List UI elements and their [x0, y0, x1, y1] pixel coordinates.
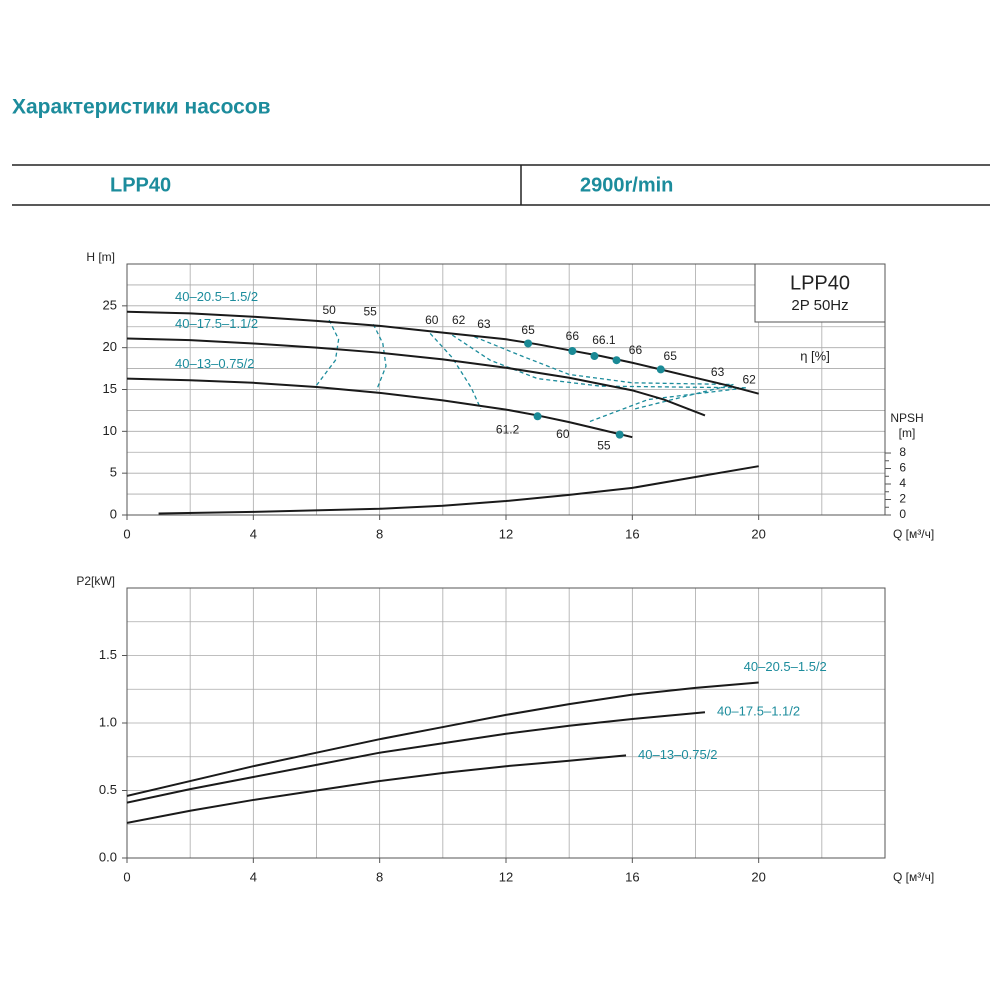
y-tick-label: 0: [110, 506, 117, 521]
efficiency-axis-label: η [%]: [800, 348, 830, 363]
x-axis-label: Q [м³/ч]: [893, 527, 934, 541]
x-tick-label: 8: [376, 526, 383, 541]
x-tick-label: 4: [250, 869, 257, 884]
table-cell: LPP40: [110, 174, 171, 196]
y-tick-label: 0.0: [99, 849, 117, 864]
x-tick-label: 20: [751, 869, 765, 884]
curve: [126, 754, 627, 824]
efficiency-contour: [451, 334, 747, 423]
efficiency-label: 65: [521, 323, 535, 337]
efficiency-label: 62: [743, 372, 757, 386]
efficiency-contour: [372, 323, 387, 391]
x-tick-label: 12: [499, 526, 513, 541]
efficiency-label: 61.2: [496, 423, 520, 437]
curve: [126, 337, 706, 417]
y-tick-label: 5: [110, 465, 117, 480]
x-tick-label: 20: [751, 526, 765, 541]
curve-label: 40–13–0.75/2: [175, 356, 255, 371]
y2-tick-label: 6: [899, 461, 906, 475]
efficiency-point: [524, 339, 533, 348]
efficiency-label: 66.1: [592, 333, 616, 347]
curve: [126, 310, 759, 395]
efficiency-label: 62: [452, 313, 466, 327]
curve-label: 40–20.5–1.5/2: [744, 659, 827, 674]
x-axis-label: Q [м³/ч]: [893, 870, 934, 884]
y-axis-label: H [m]: [86, 250, 115, 264]
y-tick-label: 20: [103, 339, 117, 354]
efficiency-contour: [429, 333, 482, 410]
legend-subtitle: 2P 50Hz: [791, 297, 848, 314]
curve-label: 40–17.5–1.1/2: [175, 316, 258, 331]
curve: [126, 377, 633, 439]
efficiency-contour: [474, 336, 734, 411]
efficiency-label: 60: [556, 427, 570, 441]
x-tick-label: 0: [123, 526, 130, 541]
efficiency-label: 60: [425, 313, 439, 327]
efficiency-label: 55: [597, 439, 611, 453]
x-tick-label: 4: [250, 526, 257, 541]
x-tick-label: 16: [625, 869, 639, 884]
page-title: Характеристики насосов: [12, 96, 271, 119]
y2-axis-label: [m]: [899, 426, 916, 440]
y2-axis-label: NPSH: [890, 411, 923, 425]
curve-label: 40–17.5–1.1/2: [717, 704, 800, 719]
y-tick-label: 1.0: [99, 714, 117, 729]
legend-title: LPP40: [790, 272, 850, 294]
efficiency-point: [590, 352, 599, 361]
efficiency-label: 66: [629, 343, 643, 357]
efficiency-point: [568, 347, 577, 356]
efficiency-label: 65: [664, 349, 678, 363]
curve: [126, 681, 759, 797]
efficiency-point: [656, 365, 665, 374]
x-tick-label: 0: [123, 869, 130, 884]
efficiency-point: [533, 412, 542, 421]
efficiency-label: 55: [364, 305, 378, 319]
curve: [158, 465, 759, 515]
table-cell: 2900r/min: [580, 174, 673, 196]
curve: [126, 711, 706, 804]
efficiency-point: [615, 430, 624, 439]
x-tick-label: 12: [499, 869, 513, 884]
x-tick-label: 8: [376, 869, 383, 884]
efficiency-label: 63: [711, 365, 725, 379]
y-tick-label: 1.5: [99, 647, 117, 662]
y-tick-label: 0.5: [99, 782, 117, 797]
y2-tick-label: 8: [899, 445, 906, 459]
efficiency-label: 63: [477, 317, 491, 331]
efficiency-point: [612, 356, 621, 365]
efficiency-contour: [315, 319, 340, 386]
efficiency-label: 50: [322, 303, 336, 317]
y-tick-label: 25: [103, 297, 117, 312]
y-axis-label: P2[kW]: [76, 574, 115, 588]
y2-tick-label: 2: [899, 492, 906, 506]
efficiency-label: 66: [566, 329, 580, 343]
y-tick-label: 10: [103, 423, 117, 438]
curve-label: 40–13–0.75/2: [638, 747, 718, 762]
y2-tick-label: 0: [899, 507, 906, 521]
x-tick-label: 16: [625, 526, 639, 541]
y-tick-label: 15: [103, 381, 117, 396]
y2-tick-label: 4: [899, 476, 906, 490]
curve-label: 40–20.5–1.5/2: [175, 289, 258, 304]
legend-box: [754, 263, 886, 323]
